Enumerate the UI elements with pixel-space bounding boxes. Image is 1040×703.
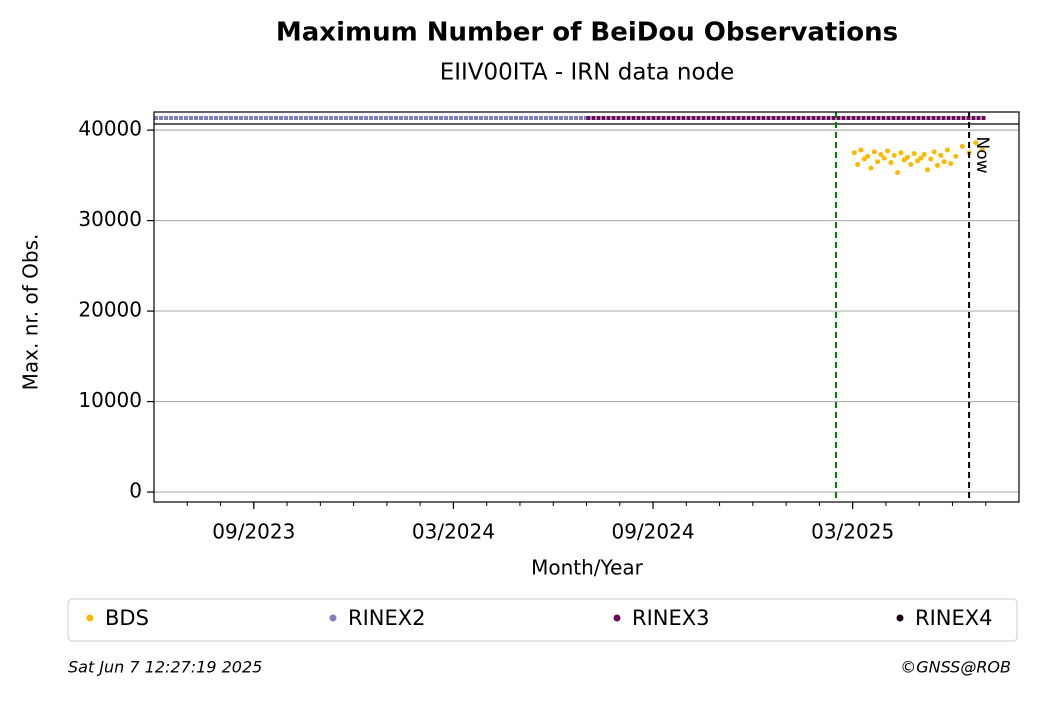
x-axis-label: Month/Year [531,556,644,580]
x-tick-label: 03/2025 [811,520,894,544]
data-point [871,149,877,155]
data-point [885,148,891,154]
reference-label: Now [972,136,992,173]
data-point [973,140,979,146]
data-point [855,161,861,167]
data-point [938,152,944,158]
data-point [921,152,927,158]
data-point [901,157,907,163]
legend-label: BDS [105,606,149,630]
footer-date: Sat Jun 7 12:27:19 2025 [68,658,262,677]
data-point [908,161,914,167]
chart-subtitle: EIIV00ITA - IRN data node [440,60,735,86]
legend-marker [613,614,621,622]
data-point [858,147,864,153]
y-tick-label: 30000 [78,207,142,231]
legend-label: RINEX4 [915,606,993,630]
data-point [959,143,965,149]
legend-marker [329,614,337,622]
data-point [953,153,959,159]
data-point [878,152,884,158]
y-tick-label: 20000 [78,298,142,322]
y-tick-label: 10000 [78,388,142,412]
data-point [875,159,881,165]
data-point [868,165,874,171]
footer-copyright: ©GNSS@ROB [900,658,1011,677]
data-point [905,154,911,160]
data-point [948,161,954,167]
data-point [891,152,897,158]
legend-label: RINEX3 [632,606,710,630]
data-point [851,150,857,156]
data-point [911,151,917,157]
legend-marker [86,614,94,622]
data-point [931,149,937,155]
data-point [888,160,894,166]
data-point [934,162,940,168]
legend-label: RINEX2 [348,606,426,630]
data-point [941,159,947,165]
data-point [881,155,887,161]
data-point [895,170,901,176]
x-tick-label: 09/2024 [611,520,694,544]
data-point [898,150,904,156]
y-tick-label: 0 [129,479,142,503]
chart-title: Maximum Number of BeiDou Observations [276,18,898,48]
y-tick-label: 40000 [78,117,142,141]
x-tick-label: 09/2023 [212,520,295,544]
y-axis-label: Max. nr. of Obs. [19,234,43,391]
plot-frame [153,111,1020,503]
data-point [928,156,934,162]
data-point [861,156,867,162]
data-point [944,147,950,153]
data-point [915,158,921,164]
legend-marker [896,614,904,622]
data-point [925,167,931,173]
data-point [918,155,924,161]
data-point [979,147,985,153]
x-tick-label: 03/2024 [412,520,495,544]
legend-box [67,598,1018,642]
data-point [865,153,871,159]
